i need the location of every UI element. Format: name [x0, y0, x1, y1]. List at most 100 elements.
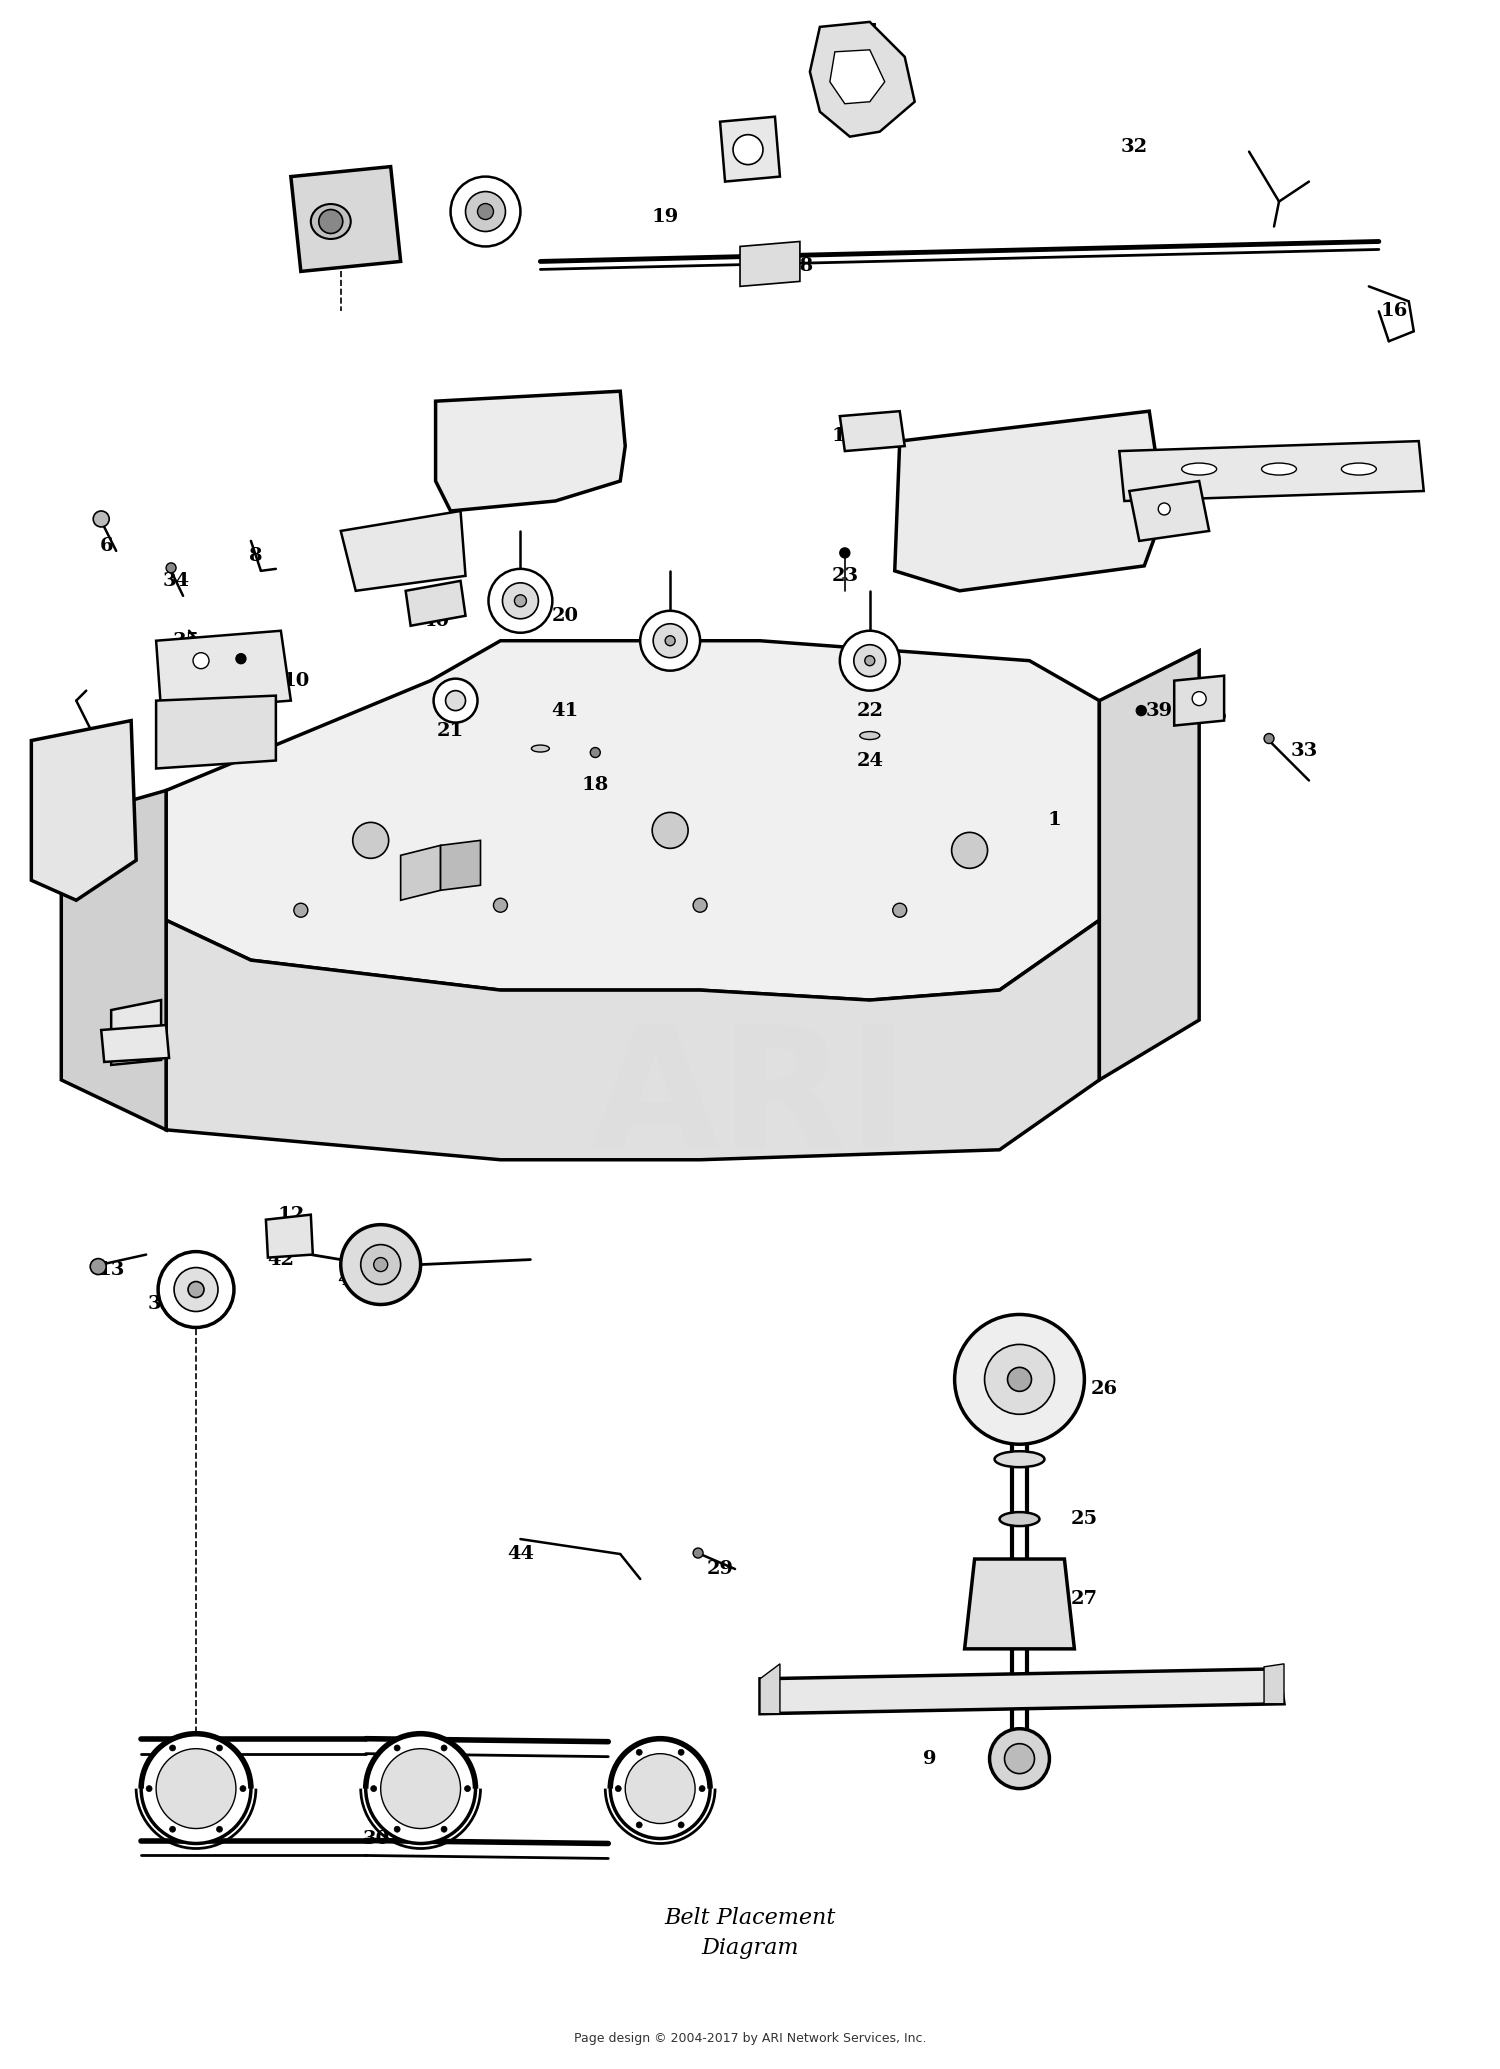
Text: 11: 11 — [102, 1037, 130, 1053]
Text: 18: 18 — [582, 776, 609, 794]
Ellipse shape — [1182, 463, 1216, 476]
Circle shape — [320, 209, 344, 234]
Circle shape — [610, 1738, 710, 1839]
Circle shape — [640, 610, 700, 670]
Circle shape — [1158, 503, 1170, 515]
Circle shape — [489, 569, 552, 633]
Text: 14: 14 — [831, 426, 858, 445]
Text: 9: 9 — [922, 1750, 936, 1767]
Polygon shape — [1130, 480, 1209, 540]
Polygon shape — [1264, 1663, 1284, 1703]
Circle shape — [158, 1252, 234, 1328]
Circle shape — [446, 691, 465, 710]
Text: 31: 31 — [741, 147, 768, 166]
Polygon shape — [441, 840, 480, 890]
Circle shape — [652, 813, 688, 848]
Text: 38: 38 — [786, 257, 813, 275]
Circle shape — [352, 821, 388, 859]
Circle shape — [1264, 734, 1274, 743]
Circle shape — [441, 1744, 447, 1750]
Polygon shape — [166, 921, 1100, 1161]
Circle shape — [514, 594, 526, 606]
Ellipse shape — [1341, 463, 1377, 476]
Text: 42: 42 — [267, 1250, 294, 1268]
Text: 24: 24 — [856, 751, 883, 770]
Text: 20: 20 — [552, 606, 579, 625]
Circle shape — [477, 203, 494, 219]
Circle shape — [156, 1748, 236, 1829]
Circle shape — [734, 134, 764, 166]
Text: 1: 1 — [1047, 811, 1062, 830]
Text: 28: 28 — [1221, 1690, 1248, 1707]
Circle shape — [678, 1748, 684, 1755]
Circle shape — [360, 1246, 401, 1285]
Circle shape — [174, 1268, 217, 1312]
Circle shape — [664, 635, 675, 646]
Circle shape — [954, 1314, 1084, 1444]
Text: 22: 22 — [856, 701, 883, 720]
Ellipse shape — [531, 745, 549, 751]
Polygon shape — [400, 846, 441, 900]
Circle shape — [394, 1744, 400, 1750]
Circle shape — [394, 1827, 400, 1833]
Circle shape — [990, 1730, 1050, 1788]
Text: 32: 32 — [1120, 139, 1148, 155]
Circle shape — [146, 1786, 152, 1792]
Polygon shape — [1119, 441, 1424, 501]
Polygon shape — [340, 511, 465, 592]
Circle shape — [141, 1734, 250, 1843]
Circle shape — [693, 898, 706, 912]
Circle shape — [678, 1823, 684, 1827]
Circle shape — [340, 1225, 420, 1303]
Circle shape — [194, 652, 208, 668]
Circle shape — [853, 646, 885, 677]
Circle shape — [840, 631, 900, 691]
Text: 25: 25 — [1071, 1510, 1098, 1529]
Text: 29: 29 — [706, 1560, 734, 1579]
Circle shape — [693, 1548, 703, 1558]
Text: Diagram: Diagram — [700, 1937, 798, 1959]
Circle shape — [216, 1827, 222, 1833]
Text: Belt Placement: Belt Placement — [664, 1908, 836, 1930]
Ellipse shape — [1262, 463, 1296, 476]
Circle shape — [636, 1748, 642, 1755]
Circle shape — [465, 192, 506, 232]
Circle shape — [984, 1345, 1054, 1415]
Text: 34: 34 — [162, 571, 189, 590]
Text: 15: 15 — [1200, 708, 1228, 724]
Text: 21: 21 — [436, 722, 463, 739]
Polygon shape — [291, 168, 400, 271]
Circle shape — [240, 1786, 246, 1792]
Polygon shape — [840, 412, 904, 451]
Circle shape — [503, 583, 538, 619]
Text: 23: 23 — [831, 567, 858, 586]
Circle shape — [636, 1823, 642, 1827]
Circle shape — [892, 904, 906, 917]
Text: 36: 36 — [147, 1295, 174, 1314]
Text: 17: 17 — [402, 861, 429, 879]
Polygon shape — [810, 23, 915, 137]
Text: 10: 10 — [282, 672, 309, 689]
Text: 43: 43 — [338, 1270, 364, 1289]
Text: 5: 5 — [524, 422, 537, 441]
Text: 33: 33 — [1290, 741, 1317, 759]
Circle shape — [615, 1786, 621, 1792]
Circle shape — [170, 1827, 176, 1833]
Circle shape — [951, 832, 987, 869]
Text: 39: 39 — [1146, 701, 1173, 720]
Text: 6: 6 — [99, 538, 112, 554]
Polygon shape — [111, 999, 160, 1066]
Circle shape — [1137, 706, 1146, 716]
Polygon shape — [830, 50, 885, 103]
Circle shape — [465, 1786, 471, 1792]
Polygon shape — [894, 412, 1164, 592]
Text: ARI: ARI — [591, 1018, 909, 1181]
Circle shape — [370, 1786, 376, 1792]
Text: 13: 13 — [98, 1260, 124, 1279]
Ellipse shape — [859, 732, 880, 739]
Text: 27: 27 — [1071, 1589, 1098, 1608]
Polygon shape — [100, 1024, 170, 1061]
Circle shape — [294, 904, 307, 917]
Circle shape — [494, 898, 507, 912]
Circle shape — [236, 654, 246, 664]
